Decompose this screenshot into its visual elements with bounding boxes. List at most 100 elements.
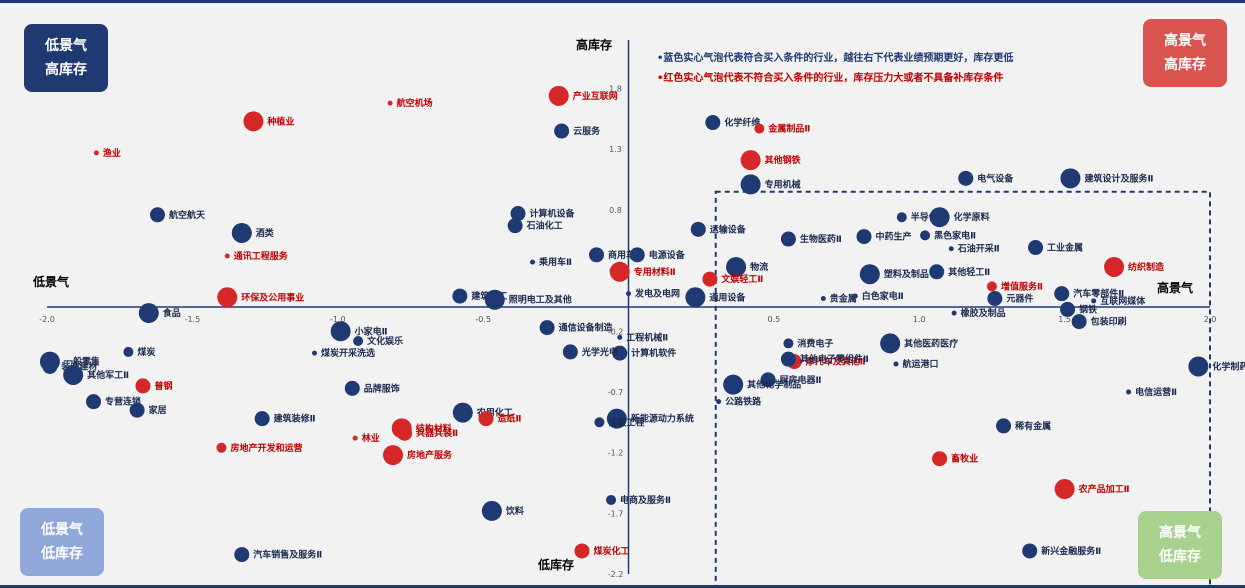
data-point-label: 稀有金属 bbox=[1015, 420, 1051, 432]
data-point bbox=[254, 411, 270, 427]
data-point-label: 其他医药医疗 bbox=[904, 337, 958, 349]
data-point-label: 化学制药 bbox=[1212, 360, 1245, 372]
data-point bbox=[702, 271, 718, 287]
data-point-label: 新兴金融服务Ⅱ bbox=[1041, 545, 1101, 557]
y-tick-label: -1.2 bbox=[608, 449, 624, 458]
data-point bbox=[554, 123, 570, 139]
data-point bbox=[42, 358, 58, 374]
data-point-label: 普钢 bbox=[154, 380, 172, 392]
data-point bbox=[562, 344, 578, 360]
data-point bbox=[609, 261, 630, 282]
data-point bbox=[452, 288, 468, 304]
data-point bbox=[344, 380, 360, 396]
data-point bbox=[1054, 479, 1075, 500]
data-point-label: 其他钢铁 bbox=[765, 154, 801, 166]
data-point bbox=[986, 281, 997, 292]
data-point-label: 消费电子 bbox=[797, 337, 833, 349]
data-point bbox=[893, 361, 899, 367]
data-point bbox=[932, 451, 948, 467]
data-point bbox=[63, 364, 84, 385]
data-point bbox=[243, 111, 264, 132]
x-tick-label: 1.5 bbox=[1058, 315, 1071, 324]
data-point bbox=[539, 320, 555, 336]
data-point bbox=[311, 350, 317, 356]
data-point-label: 其他军工Ⅱ bbox=[87, 369, 129, 381]
axis-label-low-inventory: 低库存 bbox=[538, 558, 575, 572]
x-tick-label: -0.5 bbox=[475, 315, 491, 324]
data-point-label: 厨房电器Ⅱ bbox=[780, 374, 822, 386]
data-point bbox=[93, 150, 99, 156]
data-point bbox=[1091, 298, 1097, 304]
data-point bbox=[780, 231, 796, 247]
data-point-label: 结构材料 bbox=[416, 422, 452, 434]
data-point bbox=[1071, 314, 1087, 330]
data-point bbox=[589, 247, 605, 263]
data-point bbox=[716, 399, 722, 405]
data-point-label: 兵器兵装Ⅱ bbox=[416, 427, 458, 439]
data-point-label: 一般零售 bbox=[64, 356, 100, 368]
corner-line-2: 低库存 bbox=[41, 546, 83, 562]
data-point bbox=[723, 374, 744, 395]
data-point bbox=[929, 264, 945, 280]
data-point bbox=[856, 229, 872, 245]
data-point-label: 煤炭化工 bbox=[593, 545, 629, 557]
data-point bbox=[1104, 256, 1125, 277]
data-point bbox=[510, 206, 526, 222]
data-point bbox=[1028, 240, 1044, 256]
data-point-label: 小家电Ⅱ bbox=[354, 325, 388, 337]
data-point-label: 元器件 bbox=[1006, 293, 1033, 305]
data-point bbox=[530, 259, 536, 265]
x-tick-label: -1.0 bbox=[330, 315, 346, 324]
data-point bbox=[387, 100, 393, 106]
data-point bbox=[138, 303, 159, 324]
x-tick-label: -2.0 bbox=[39, 315, 55, 324]
data-point-label: 农产品加工Ⅱ bbox=[1078, 483, 1130, 495]
data-point-label: 商用车 bbox=[608, 249, 635, 261]
corner-line-1: 高景气 bbox=[1159, 525, 1201, 541]
data-point-label: 酒类 bbox=[256, 227, 275, 239]
data-point-label: 房地产服务 bbox=[407, 449, 453, 461]
corner-line-2: 高库存 bbox=[1164, 57, 1206, 73]
data-point bbox=[852, 293, 858, 299]
data-point bbox=[780, 351, 796, 367]
data-point-label: 工程机械Ⅱ bbox=[626, 331, 668, 343]
data-point bbox=[859, 264, 880, 285]
data-point-label: 塑料及制品 bbox=[884, 268, 929, 280]
data-point-label: 油服工程 bbox=[608, 416, 644, 428]
data-point-label: 橡胶及制品 bbox=[961, 307, 1006, 319]
corner-label-high-climate-high-inventory: 高景气 高库存 bbox=[1143, 19, 1227, 87]
data-point bbox=[685, 287, 706, 308]
data-point bbox=[690, 221, 706, 237]
data-point bbox=[606, 494, 617, 505]
data-point-label: 乘用车Ⅱ bbox=[538, 256, 572, 268]
data-point-label: 摩托车及其他Ⅱ bbox=[806, 356, 866, 368]
legend-note-blue: •蓝色实心气泡代表符合买入条件的行业，越往右下代表业绩预期更好，库存更低 bbox=[657, 53, 1014, 64]
y-tick-label: -0.7 bbox=[608, 388, 624, 397]
data-point bbox=[996, 418, 1012, 434]
axis-label-high-inventory: 高库存 bbox=[576, 38, 613, 52]
data-point bbox=[594, 417, 605, 428]
data-point-label: 煤炭 bbox=[137, 346, 155, 358]
data-point bbox=[123, 346, 134, 357]
data-point bbox=[481, 500, 502, 521]
data-point bbox=[135, 378, 151, 394]
data-point bbox=[216, 442, 227, 453]
y-tick-label: 1.8 bbox=[609, 85, 622, 94]
data-point-label: 纺织制造 bbox=[1128, 261, 1165, 273]
scatter-chart: -2.0-1.5-1.0-0.50.51.01.52.01.81.30.80.3… bbox=[39, 40, 1245, 585]
data-point-label: 增值服务Ⅱ bbox=[1001, 280, 1043, 292]
corner-label-low-climate-low-inventory: 低景气 低库存 bbox=[20, 508, 104, 576]
legend-note-red: •红色实心气泡代表不符合买入条件的行业，库存压力大或者不具备补库存条件 bbox=[657, 73, 1004, 84]
data-point bbox=[397, 425, 413, 441]
data-point-label: 其他化学制品 bbox=[747, 379, 801, 391]
data-point-label: 贵金属 bbox=[830, 293, 857, 305]
data-point bbox=[548, 85, 569, 106]
data-point-label: 白色家电Ⅱ bbox=[862, 290, 904, 302]
data-point-label: 化学纤维 bbox=[724, 117, 760, 129]
data-point-label: 品牌服饰 bbox=[364, 382, 400, 394]
data-point bbox=[129, 402, 145, 418]
data-point bbox=[507, 218, 523, 234]
data-point bbox=[353, 335, 364, 346]
data-point-label: 互联网媒体 bbox=[1100, 295, 1146, 307]
